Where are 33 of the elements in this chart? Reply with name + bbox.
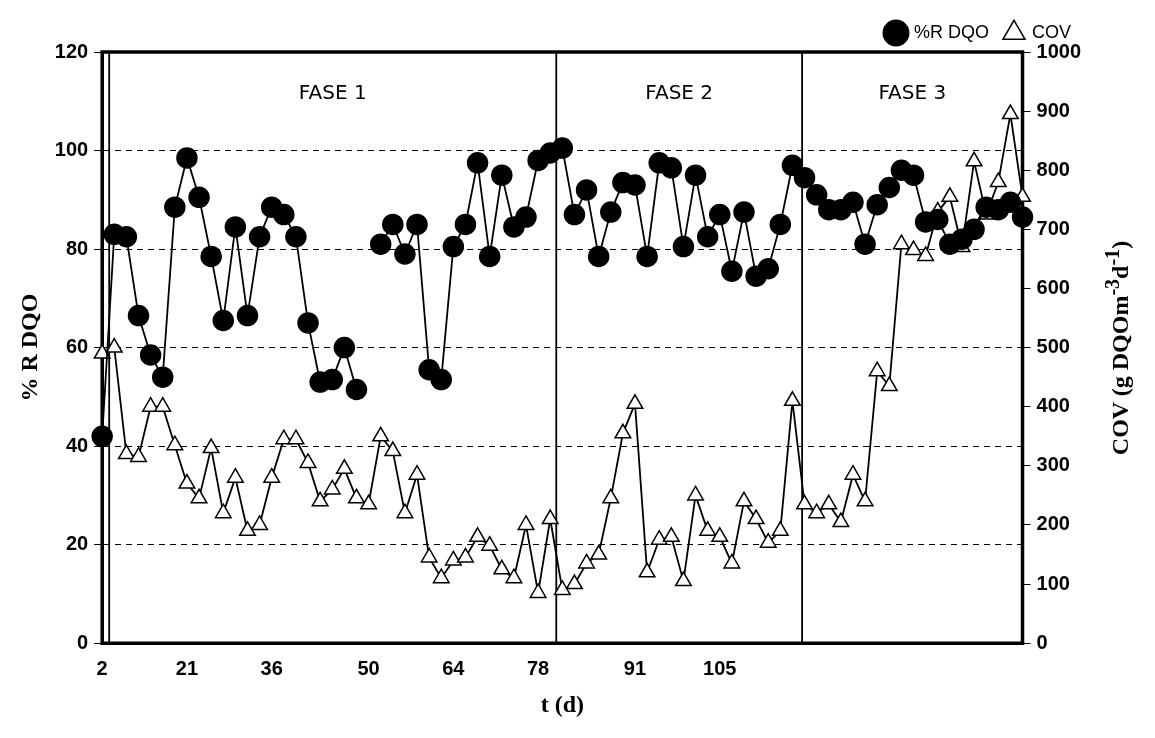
y2-tick-label: 600 — [1036, 276, 1070, 298]
y2-tick-label: 900 — [1036, 98, 1070, 121]
x-tick-label: 50 — [357, 656, 380, 679]
y2-tick-label: 700 — [1036, 216, 1070, 239]
x-tick-label: 105 — [703, 656, 737, 679]
y-tick-label: 80 — [65, 236, 89, 259]
legend-label: %R DQO — [913, 21, 989, 42]
annotation: FASE 2 — [645, 80, 714, 105]
y2-tick-label: 300 — [1036, 453, 1070, 476]
annotation: FASE 1 — [298, 80, 367, 105]
y-tick-label: 60 — [65, 335, 89, 358]
y-tick-label: 100 — [54, 138, 89, 161]
y-axis-title: % R DQO — [15, 293, 42, 402]
y2-tick-label: 100 — [1036, 571, 1070, 594]
y2-tick-label: 1000 — [1036, 39, 1082, 62]
x-tick-label: 21 — [175, 656, 199, 679]
y-tick-label: 0 — [77, 630, 89, 653]
x-tick-label: 36 — [260, 656, 283, 679]
x-tick-label: 91 — [623, 656, 647, 679]
x-tick-label: 64 — [442, 656, 466, 679]
y-tick-label: 40 — [65, 433, 89, 456]
y2-tick-label: 500 — [1036, 335, 1070, 358]
y-tick-label: 120 — [54, 39, 89, 62]
annotation: FASE 3 — [878, 80, 947, 105]
y2-tick-label: 200 — [1036, 512, 1070, 535]
x-axis-title: t (d) — [540, 690, 584, 717]
y2-tick-label: 400 — [1036, 394, 1070, 417]
x-tick-label: 78 — [526, 656, 550, 679]
x-tick-label: 2 — [96, 656, 108, 679]
legend-label: COV — [1031, 21, 1072, 42]
y2-tick-label: 0 — [1036, 630, 1048, 653]
y2-tick-label: 800 — [1036, 157, 1070, 180]
y-tick-label: 20 — [65, 532, 89, 555]
